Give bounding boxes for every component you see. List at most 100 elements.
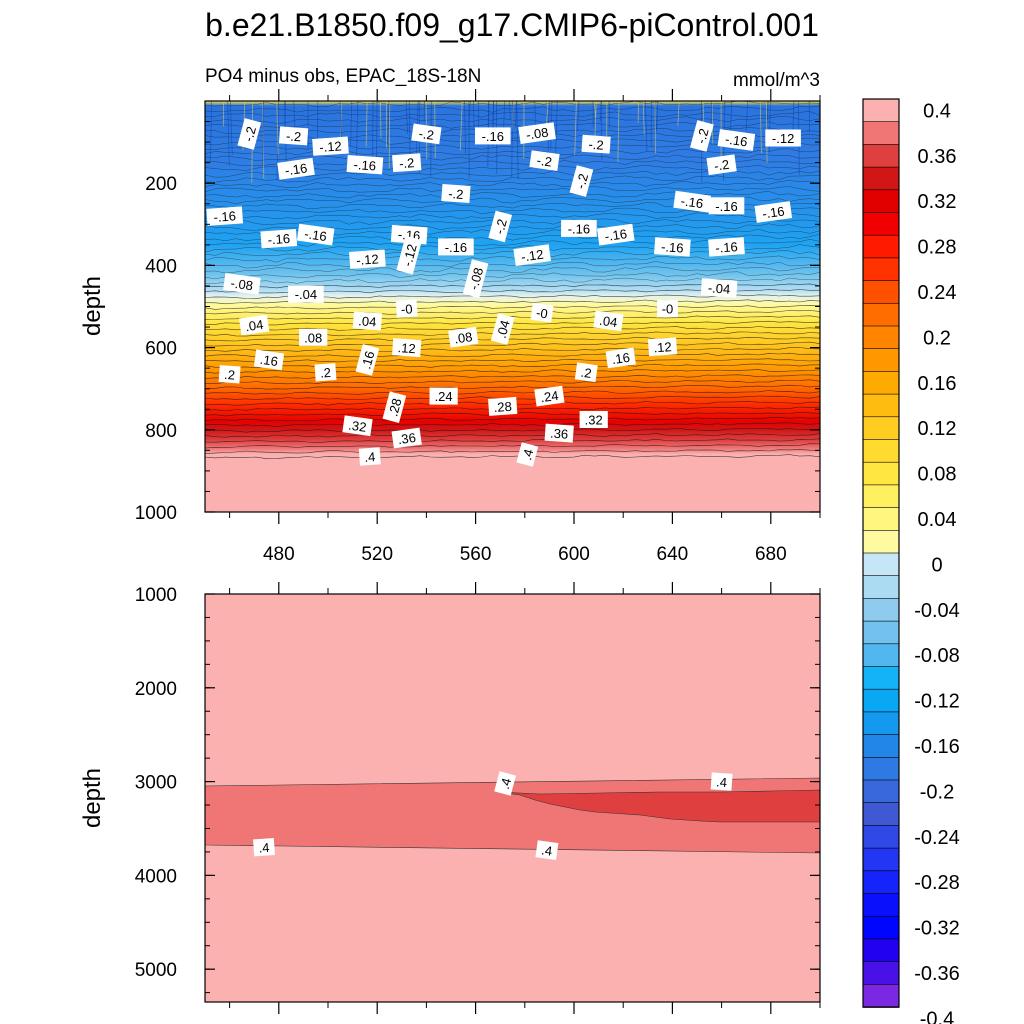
contour-line xyxy=(205,212,820,220)
contour-label-text: -.16 xyxy=(680,193,704,211)
contour-label: .28 xyxy=(488,396,518,416)
contour-label-text: .08 xyxy=(453,329,473,346)
contour-label: -.16 xyxy=(654,237,691,257)
contour-line xyxy=(205,148,820,156)
colorbar-swatch xyxy=(862,234,900,259)
contour-label-text: -.08 xyxy=(525,125,549,143)
contour-label-text: -.12 xyxy=(520,247,544,265)
y-tick-label: 1000 xyxy=(135,585,177,606)
surface-streak xyxy=(677,101,680,126)
colorbar-label: -0.36 xyxy=(914,963,960,985)
colorbar-label: 0.4 xyxy=(923,100,951,122)
contour-label: -.16 xyxy=(206,206,244,226)
colorbar-swatch xyxy=(862,257,900,282)
contour-line xyxy=(205,427,820,433)
lower-y-axis-label: depth xyxy=(79,768,106,828)
contour-label: .2 xyxy=(574,362,598,383)
colorbar-swatch xyxy=(862,847,900,872)
contour-label-text: .04 xyxy=(494,319,513,340)
colorbar-swatch xyxy=(862,280,900,305)
contour-label-text: .12 xyxy=(653,339,672,355)
contour-label-text: -.16 xyxy=(724,132,748,150)
colorbar-swatch xyxy=(862,643,900,668)
contour-line xyxy=(205,347,820,352)
contour-label-text: .16 xyxy=(259,352,279,369)
contour-label-text: .32 xyxy=(585,413,603,428)
colorbar-label: -0.08 xyxy=(914,645,960,667)
contour-label-text: .08 xyxy=(304,330,322,345)
x-tick-label: 560 xyxy=(460,544,492,565)
colorbar-label: 0.08 xyxy=(918,464,957,486)
contour-label: .08 xyxy=(299,328,328,346)
contour-line xyxy=(205,191,820,199)
contour-label-text: -.2 xyxy=(418,126,435,143)
contour-label-text: -.16 xyxy=(267,231,290,248)
surface-streak xyxy=(284,101,286,127)
surface-streak xyxy=(492,101,494,131)
contour-label: -0 xyxy=(657,300,678,318)
contour-label: -.2 xyxy=(581,134,611,154)
x-tick-label: 640 xyxy=(657,544,689,565)
colorbar-swatch xyxy=(862,802,900,827)
surface-streak xyxy=(617,101,620,163)
colorbar-swatch xyxy=(862,961,900,986)
surface-streak xyxy=(792,101,795,132)
contour-label-text: .4 xyxy=(540,842,553,858)
contour-label: .04 xyxy=(593,310,624,332)
contour-label-text: -.12 xyxy=(319,138,342,155)
surface-streak xyxy=(555,101,558,162)
contour-label: -.16 xyxy=(296,223,335,246)
colorbar-label: -0.2 xyxy=(920,781,954,803)
contour-label: -.16 xyxy=(260,228,298,249)
colorbar-label: -0.12 xyxy=(914,691,960,713)
x-tick-label: 680 xyxy=(755,544,787,565)
contour-line xyxy=(205,142,820,150)
colorbar-label: -0.28 xyxy=(914,872,960,894)
surface-streak xyxy=(388,101,391,169)
surface-streak xyxy=(376,101,378,158)
contour-label-text: -.16 xyxy=(213,208,236,225)
contour-line xyxy=(205,369,820,374)
contour-label-text: -.16 xyxy=(568,221,590,236)
lower-plot-area xyxy=(204,594,821,1002)
surface-streak xyxy=(594,101,597,141)
contour-label: -.16 xyxy=(475,127,511,145)
contour-label: -0 xyxy=(530,302,554,323)
contour-label-text: -.2 xyxy=(573,172,591,191)
colorbar-swatch xyxy=(862,371,900,395)
contour-label-text: .28 xyxy=(385,397,404,418)
upper-axes: 200 400 600 800 1000 480 520 560 600 640 680 xyxy=(135,89,821,565)
surface-streak xyxy=(464,101,466,154)
colorbar-label: 0 xyxy=(931,554,942,576)
contour-line xyxy=(205,305,820,310)
contour-label-text: .04 xyxy=(358,313,377,329)
surface-streak xyxy=(227,101,230,166)
surface-streak xyxy=(766,101,769,121)
contour-label-text: -.2 xyxy=(693,127,711,146)
contour-label: -.2 xyxy=(237,118,262,150)
y-tick-label: 5000 xyxy=(135,960,177,981)
colorbar-swatch xyxy=(862,302,900,327)
colorbar xyxy=(862,98,900,1008)
colorbar-swatch xyxy=(862,166,900,191)
contour-line xyxy=(205,175,820,183)
surface-streak xyxy=(408,101,411,164)
x-tick-label: 600 xyxy=(558,544,590,565)
contour-label-text: -.08 xyxy=(230,275,254,293)
contour-line xyxy=(205,443,820,449)
surface-streak xyxy=(423,101,425,122)
contour-label: -.16 xyxy=(708,237,745,257)
y-tick-label: 200 xyxy=(145,174,177,195)
contour-label-text: -.2 xyxy=(285,128,301,144)
surface-streak xyxy=(745,101,749,131)
surface-streak xyxy=(656,101,659,132)
contour-label-text: .24 xyxy=(539,388,559,405)
contour-label: .2 xyxy=(314,363,337,382)
contour-label: -.16 xyxy=(438,238,474,256)
contour-label-text: -.2 xyxy=(536,153,553,170)
x-tick-label: 520 xyxy=(361,544,393,565)
contour-label: -.2 xyxy=(488,210,513,243)
colorbar-swatch xyxy=(862,893,900,918)
contour-label: .16 xyxy=(253,349,285,371)
colorbar-swatch xyxy=(862,144,900,168)
